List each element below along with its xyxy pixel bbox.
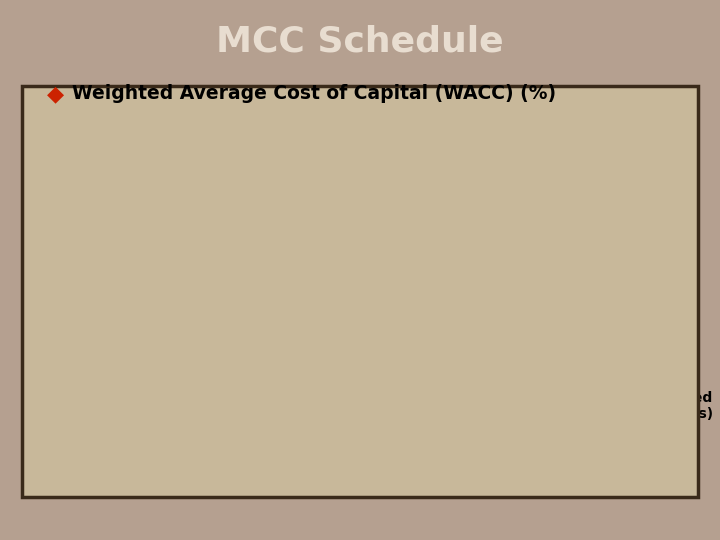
Text: BP: BP: [349, 368, 374, 386]
Text: =11.0%: =11.0%: [415, 245, 480, 260]
Text: Weighted Average Cost of Capital (WACC) (%): Weighted Average Cost of Capital (WACC) …: [72, 84, 556, 104]
Text: =10.5%: =10.5%: [131, 333, 197, 348]
Text: =11.5%: =11.5%: [548, 158, 613, 173]
Text: New Capital Raised
(millions of dollars): New Capital Raised (millions of dollars): [561, 391, 713, 421]
Text: MCC Schedule: MCC Schedule: [216, 24, 504, 58]
Text: Debt: Debt: [526, 381, 559, 394]
Text: RE: RE: [359, 381, 377, 394]
Text: 1: 1: [125, 342, 135, 355]
Text: WACC: WACC: [107, 333, 158, 348]
Text: WACC: WACC: [391, 245, 441, 260]
Text: 2: 2: [409, 255, 418, 268]
Text: WACC: WACC: [524, 158, 575, 173]
Text: ◆: ◆: [47, 84, 64, 104]
Text: 3: 3: [542, 168, 551, 181]
Text: BP: BP: [516, 368, 541, 386]
